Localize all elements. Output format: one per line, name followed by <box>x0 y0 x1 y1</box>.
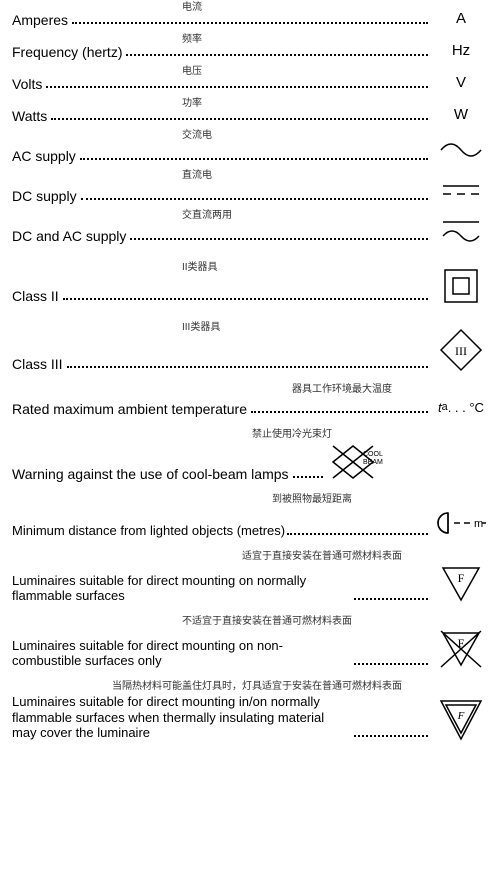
label-text: Watts <box>12 108 49 124</box>
svg-text:III: III <box>455 344 467 358</box>
svg-text:m: m <box>474 518 483 530</box>
label-text: AC supply <box>12 148 78 164</box>
svg-text:BEAM: BEAM <box>363 459 383 466</box>
entry-row: Rated maximum ambient temperature ta . . … <box>12 397 488 417</box>
label-text: Volts <box>12 76 44 92</box>
cn-annotation: 到被照物最短距离 <box>12 494 432 505</box>
row-9: 器具工作环境最大温度 Rated maximum ambient temperat… <box>12 384 488 417</box>
row-5: 直流电DC supply <box>12 176 488 204</box>
symbol-icon <box>434 268 488 304</box>
row-8: III类器具Class IIIIII <box>12 328 488 372</box>
cn-annotation: 电流 <box>182 0 202 13</box>
label-text: Luminaires suitable for direct mounting … <box>12 573 352 604</box>
symbol-icon <box>434 136 488 164</box>
symbol-icon: Hz <box>434 40 488 60</box>
leader-dots <box>81 198 428 200</box>
label-text: Class III <box>12 356 65 372</box>
row-13: 不适宜于直接安装在普通可燃材料表面 Luminaires suitable for… <box>12 616 488 669</box>
cn-annotation: 不适宜于直接安装在普通可燃材料表面 <box>12 616 432 627</box>
row-10: 禁止使用冷光束灯 Warning against the use of cool-… <box>12 429 488 482</box>
leader-dots <box>354 663 428 665</box>
entry-row: 电压VoltsV <box>12 72 488 92</box>
label-text: DC supply <box>12 188 79 204</box>
entry-row: Minimum distance from lighted objects (m… <box>12 507 488 539</box>
cn-annotation: 交流电 <box>182 126 212 141</box>
entry-row: 直流电DC supply <box>12 176 488 204</box>
leader-dots <box>287 533 428 535</box>
symbol-icon <box>434 176 488 204</box>
cn-annotation: 直流电 <box>182 166 212 181</box>
leader-dots <box>46 86 428 88</box>
entry-row: 电流AmperesA <box>12 8 488 28</box>
leader-dots <box>51 118 428 120</box>
row-0: 电流AmperesA <box>12 8 488 28</box>
cn-annotation: III类器具 <box>182 318 220 333</box>
label-text: Class II <box>12 288 61 304</box>
label-text: Frequency (hertz) <box>12 44 124 60</box>
symbols-table: 电流AmperesA频率Frequency (hertz)Hz电压VoltsV功… <box>12 8 488 741</box>
entry-row: Warning against the use of cool-beam lam… <box>12 442 488 482</box>
label-text: Minimum distance from lighted objects (m… <box>12 523 285 539</box>
leader-dots <box>251 411 428 413</box>
leader-dots <box>67 366 428 368</box>
leader-dots <box>63 298 428 300</box>
row-11: 到被照物最短距离 Minimum distance from lighted ob… <box>12 494 488 539</box>
row-4: 交流电AC supply <box>12 136 488 164</box>
symbol-icon <box>434 216 488 244</box>
symbol-icon: A <box>434 8 488 28</box>
row-2: 电压VoltsV <box>12 72 488 92</box>
symbol-icon: m <box>434 507 488 539</box>
entry-row: Luminaires suitable for direct mounting … <box>12 629 488 669</box>
label-text: Luminaires suitable for direct mounting … <box>12 694 352 741</box>
symbol-icon: COOLBEAM <box>329 442 383 482</box>
entry-row: III类器具Class IIIIII <box>12 328 488 372</box>
row-12: 适宜于直接安装在普通可燃材料表面 Luminaires suitable for … <box>12 551 488 604</box>
label-text: Luminaires suitable for direct mounting … <box>12 638 352 669</box>
entry-row: 功率WattsW <box>12 104 488 124</box>
symbol-icon: III <box>434 328 488 372</box>
cn-annotation: 适宜于直接安装在普通可燃材料表面 <box>12 551 432 562</box>
label-text: Amperes <box>12 12 70 28</box>
entry-row: 频率Frequency (hertz)Hz <box>12 40 488 60</box>
row-6: 交直流两用DC and AC supply <box>12 216 488 244</box>
leader-dots <box>80 158 428 160</box>
cn-annotation: 功率 <box>182 94 202 109</box>
label-text: Warning against the use of cool-beam lam… <box>12 466 291 482</box>
leader-dots <box>126 54 428 56</box>
svg-text:F: F <box>458 571 465 585</box>
cn-annotation: 禁止使用冷光束灯 <box>12 429 432 440</box>
cn-annotation: 电压 <box>182 62 202 77</box>
symbol-icon: F <box>434 699 488 741</box>
entry-row: 交流电AC supply <box>12 136 488 164</box>
cn-annotation: II类器具 <box>182 258 218 273</box>
entry-row: 交直流两用DC and AC supply <box>12 216 488 244</box>
entry-row: II类器具Class II <box>12 268 488 304</box>
label-text: DC and AC supply <box>12 228 128 244</box>
symbol-icon: ta . . . °C <box>434 397 488 417</box>
cn-annotation: 交直流两用 <box>182 206 232 221</box>
leader-dots <box>72 22 428 24</box>
row-14: 当隔热材料可能盖住灯具时，灯具适宜于安装在普通可燃材料表面 Luminaires … <box>12 681 488 741</box>
leader-dots <box>130 238 428 240</box>
cn-annotation: 器具工作环境最大温度 <box>12 384 432 395</box>
symbol-icon: F <box>434 629 488 669</box>
row-1: 频率Frequency (hertz)Hz <box>12 40 488 60</box>
symbol-icon: F <box>434 564 488 604</box>
row-7: II类器具Class II <box>12 268 488 304</box>
entry-row: Luminaires suitable for direct mounting … <box>12 694 488 741</box>
label-text: Rated maximum ambient temperature <box>12 401 249 417</box>
leader-dots <box>354 735 428 737</box>
symbol-icon: W <box>434 104 488 124</box>
cn-annotation: 当隔热材料可能盖住灯具时，灯具适宜于安装在普通可燃材料表面 <box>12 681 432 692</box>
leader-dots <box>293 476 323 478</box>
cn-annotation: 频率 <box>182 30 202 45</box>
row-3: 功率WattsW <box>12 104 488 124</box>
leader-dots <box>354 598 428 600</box>
svg-text:F: F <box>457 710 465 722</box>
symbol-icon: V <box>434 72 488 92</box>
entry-row: Luminaires suitable for direct mounting … <box>12 564 488 604</box>
svg-text:COOL: COOL <box>363 451 383 458</box>
